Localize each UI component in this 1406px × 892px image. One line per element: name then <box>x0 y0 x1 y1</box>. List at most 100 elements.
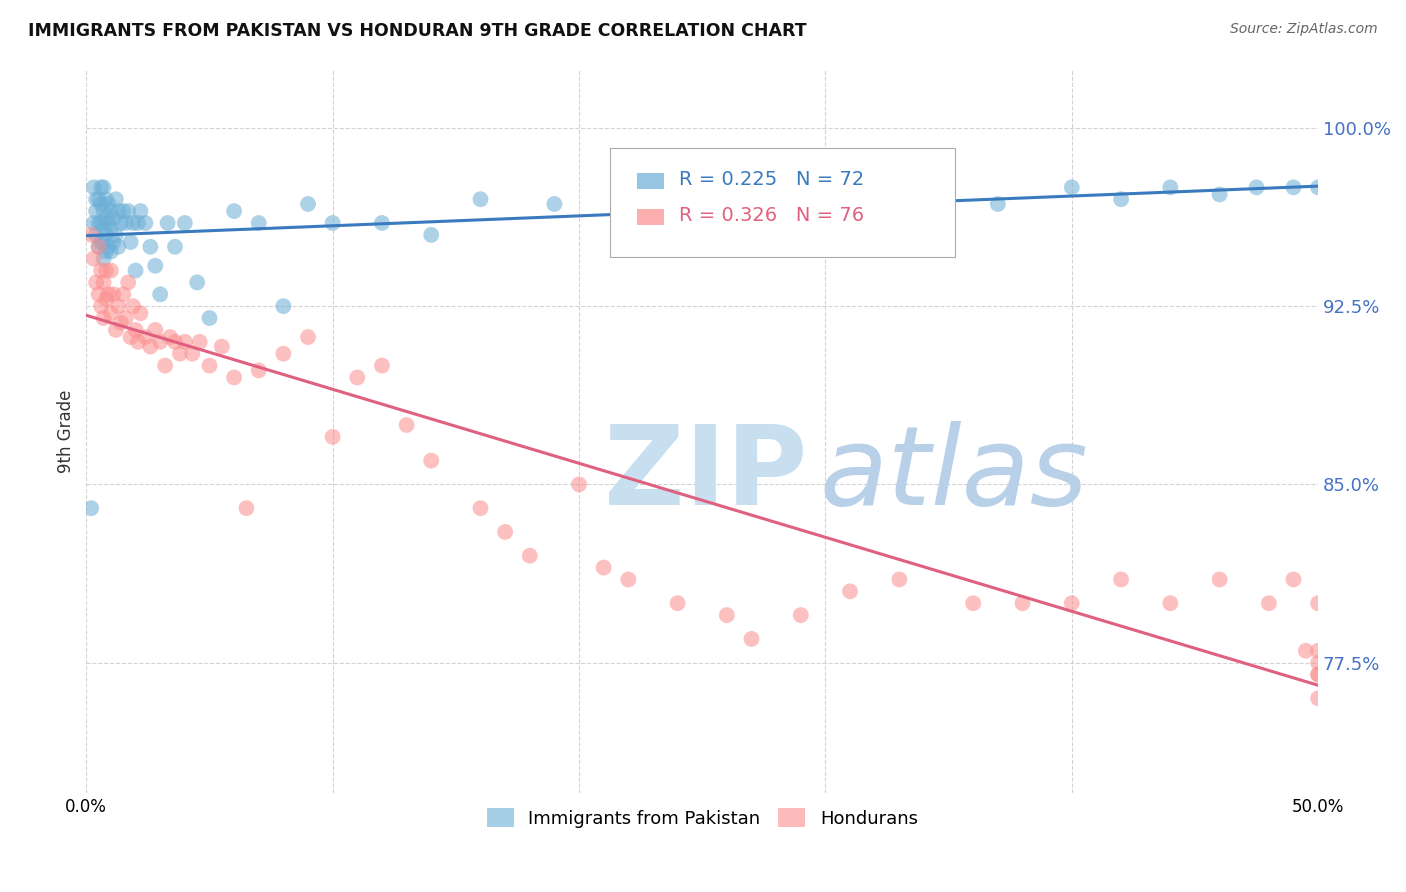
Point <box>139 340 162 354</box>
Point <box>1060 180 1083 194</box>
Point <box>107 240 129 254</box>
Point <box>1308 691 1330 706</box>
Point <box>235 501 257 516</box>
Point <box>93 180 115 194</box>
Point <box>93 311 115 326</box>
Point <box>90 263 112 277</box>
Point <box>117 276 139 290</box>
Point <box>740 216 762 230</box>
Point <box>568 477 591 491</box>
Point <box>987 197 1010 211</box>
Point <box>84 227 107 242</box>
Point <box>420 453 443 467</box>
Point <box>122 299 145 313</box>
Point <box>114 311 136 326</box>
Point <box>134 330 156 344</box>
Point <box>543 197 565 211</box>
Point <box>666 596 689 610</box>
Point <box>134 216 156 230</box>
Text: R = 0.326   N = 76: R = 0.326 N = 76 <box>679 206 863 225</box>
Point <box>297 330 319 344</box>
Point <box>273 347 295 361</box>
Point <box>247 216 270 230</box>
Point <box>470 501 492 516</box>
Point <box>592 560 614 574</box>
Text: R = 0.225   N = 72: R = 0.225 N = 72 <box>679 169 865 189</box>
Point <box>962 596 984 610</box>
Point <box>93 204 115 219</box>
Point <box>80 227 103 242</box>
Point <box>84 204 107 219</box>
Point <box>1282 180 1305 194</box>
Text: Source: ZipAtlas.com: Source: ZipAtlas.com <box>1230 22 1378 37</box>
Point <box>163 334 186 349</box>
Point <box>104 227 127 242</box>
Point <box>94 211 117 226</box>
Point <box>186 276 208 290</box>
Point <box>247 363 270 377</box>
Point <box>120 330 142 344</box>
Point <box>90 197 112 211</box>
Bar <box>637 209 664 225</box>
Point <box>211 340 233 354</box>
Point <box>863 187 886 202</box>
Point <box>112 204 135 219</box>
Text: atlas: atlas <box>820 421 1088 528</box>
Point <box>93 220 115 235</box>
Point <box>346 370 368 384</box>
Point <box>169 347 191 361</box>
Point <box>1060 596 1083 610</box>
Point <box>149 334 172 349</box>
Point <box>1308 667 1330 681</box>
Text: ZIP: ZIP <box>603 421 807 528</box>
Point <box>100 220 122 235</box>
Point <box>112 287 135 301</box>
Point <box>173 216 195 230</box>
Point <box>322 430 344 444</box>
Point <box>107 299 129 313</box>
Point <box>87 216 110 230</box>
Point <box>889 573 911 587</box>
Point <box>149 287 172 301</box>
Point <box>124 263 146 277</box>
Point <box>122 216 145 230</box>
Point <box>156 216 179 230</box>
Point <box>371 216 394 230</box>
Point <box>100 306 122 320</box>
Point <box>107 204 129 219</box>
Point <box>617 573 640 587</box>
Point <box>104 192 127 206</box>
Point <box>87 240 110 254</box>
Point <box>1308 656 1330 670</box>
Point <box>173 334 195 349</box>
Point <box>494 524 516 539</box>
Point <box>117 204 139 219</box>
Point <box>97 287 120 301</box>
Point <box>159 330 181 344</box>
Point <box>84 192 107 206</box>
Point <box>198 359 221 373</box>
Point <box>87 192 110 206</box>
Point <box>1159 596 1181 610</box>
Point <box>224 370 246 384</box>
Point <box>1109 192 1132 206</box>
Point <box>1308 644 1330 658</box>
Point <box>100 244 122 259</box>
Point <box>1282 573 1305 587</box>
Point <box>129 306 152 320</box>
Point <box>90 235 112 249</box>
Point <box>120 235 142 249</box>
Point <box>143 259 166 273</box>
Point <box>153 359 176 373</box>
Point <box>93 235 115 249</box>
Point <box>93 252 115 266</box>
Point <box>1109 573 1132 587</box>
Point <box>94 192 117 206</box>
Point <box>1257 596 1279 610</box>
Point <box>87 240 110 254</box>
FancyBboxPatch shape <box>610 148 955 257</box>
Point <box>297 197 319 211</box>
Point <box>1308 596 1330 610</box>
Point <box>83 252 105 266</box>
Point <box>371 359 394 373</box>
